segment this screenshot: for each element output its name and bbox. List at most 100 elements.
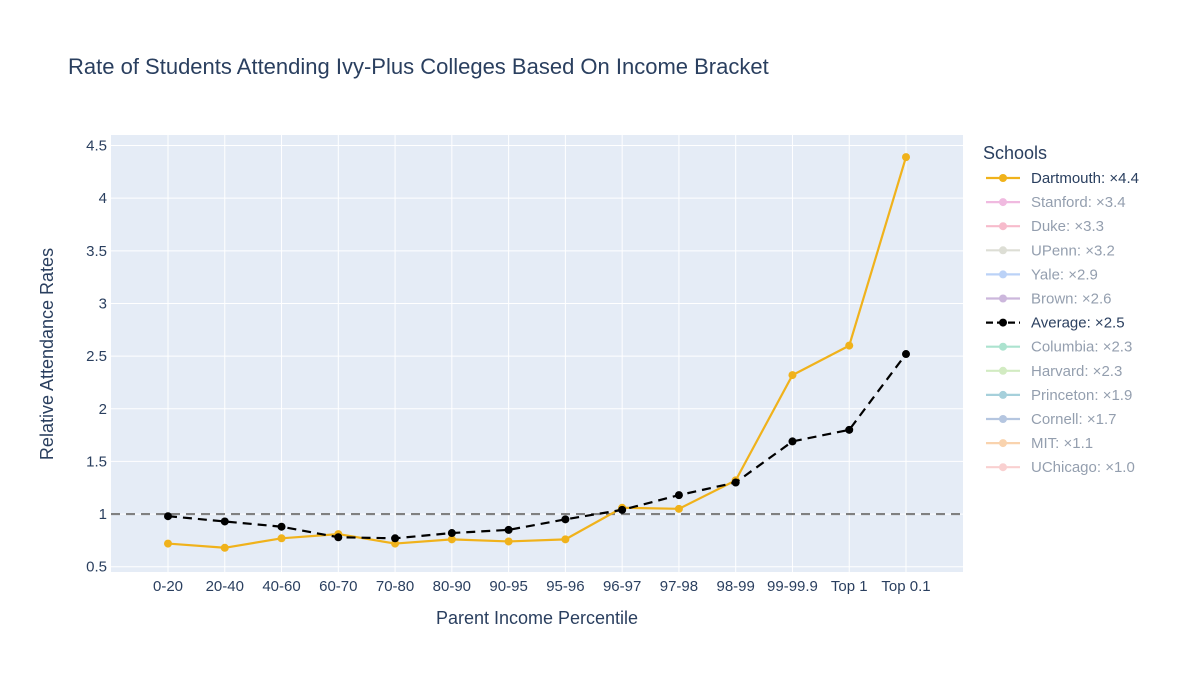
legend-swatch-marker	[999, 342, 1007, 351]
legend-item-upenn[interactable]: UPenn: ×3.2	[986, 242, 1115, 259]
legend-item-mit[interactable]: MIT: ×1.1	[986, 435, 1093, 452]
y-tick-label: 3.5	[86, 243, 107, 260]
data-point-dartmouth[interactable]	[164, 539, 172, 548]
x-axis-title: Parent Income Percentile	[436, 608, 638, 628]
legend-item-yale[interactable]: Yale: ×2.9	[986, 266, 1098, 283]
x-tick-label: 90-95	[489, 578, 527, 595]
y-tick-label: 4	[99, 190, 107, 207]
data-point-average[interactable]	[391, 534, 400, 543]
legend-swatch-marker	[999, 366, 1007, 375]
x-tick-label: 96-97	[603, 578, 641, 595]
legend-swatch-marker	[999, 294, 1007, 303]
x-tick-label: 80-90	[433, 578, 471, 595]
legend-swatch-marker	[999, 318, 1007, 327]
y-axis-ticks: 0.5 1 1.5 2 2.5 3 3.5 4 4.5	[86, 138, 107, 576]
legend-label: Princeton: ×1.9	[1031, 387, 1132, 404]
legend-item-duke[interactable]: Duke: ×3.3	[986, 218, 1104, 235]
x-tick-label: 95-96	[546, 578, 584, 595]
data-point-average[interactable]	[845, 425, 854, 434]
legend: Schools Dartmouth: ×4.4 Stanford: ×3.4 Duk…	[983, 143, 1139, 476]
data-point-average[interactable]	[504, 525, 513, 534]
legend-label: Stanford: ×3.4	[1031, 194, 1126, 211]
legend-label: Dartmouth: ×4.4	[1031, 170, 1139, 187]
y-tick-label: 2	[99, 401, 107, 418]
legend-swatch-marker	[999, 222, 1007, 231]
legend-item-uchicago[interactable]: UChicago: ×1.0	[986, 459, 1135, 476]
legend-item-princeton[interactable]: Princeton: ×1.9	[986, 387, 1132, 404]
data-point-dartmouth[interactable]	[277, 534, 286, 543]
x-tick-label: 60-70	[319, 578, 357, 595]
legend-swatch-marker	[999, 415, 1007, 423]
legend-swatch-marker	[999, 174, 1007, 182]
legend-label: Columbia: ×2.3	[1031, 339, 1132, 356]
series-line-dartmouth	[167, 156, 908, 549]
legend-swatch-marker	[999, 270, 1007, 279]
legend-label: Brown: ×2.6	[1031, 291, 1111, 308]
data-point-average[interactable]	[788, 437, 797, 446]
plot-area	[111, 135, 963, 572]
x-tick-label: 97-98	[660, 578, 698, 595]
y-tick-label: 1	[99, 506, 107, 523]
series-average	[164, 350, 910, 543]
data-point-average[interactable]	[618, 505, 627, 514]
data-point-average[interactable]	[561, 515, 570, 524]
series-group	[164, 153, 910, 552]
legend-swatch-marker	[999, 439, 1007, 448]
grid-lines	[111, 135, 963, 572]
legend-label: UChicago: ×1.0	[1031, 459, 1135, 476]
x-tick-label: 70-80	[376, 578, 414, 595]
data-point-dartmouth[interactable]	[561, 535, 570, 544]
legend-swatch-marker	[999, 390, 1007, 399]
y-tick-label: 4.5	[86, 138, 107, 155]
data-point-average[interactable]	[731, 478, 740, 487]
data-point-average[interactable]	[902, 350, 910, 359]
legend-item-cornell[interactable]: Cornell: ×1.7	[986, 411, 1116, 428]
y-tick-label: 1.5	[86, 453, 107, 470]
data-point-dartmouth[interactable]	[788, 371, 797, 380]
legend-item-harvard[interactable]: Harvard: ×2.3	[986, 363, 1122, 380]
legend-swatch-marker	[999, 246, 1007, 255]
x-tick-label: Top 0.1	[881, 578, 930, 595]
data-point-average[interactable]	[334, 533, 343, 542]
legend-label: Average: ×2.5	[1031, 315, 1125, 332]
x-tick-label: Top 1	[831, 578, 868, 595]
data-point-average[interactable]	[164, 512, 172, 521]
x-tick-label: 99-99.9	[767, 578, 818, 595]
legend-label: Harvard: ×2.3	[1031, 363, 1122, 380]
legend-item-brown[interactable]: Brown: ×2.6	[986, 291, 1111, 308]
data-point-average[interactable]	[220, 517, 229, 526]
data-point-dartmouth[interactable]	[902, 153, 910, 162]
data-point-average[interactable]	[277, 522, 286, 531]
legend-label: Duke: ×3.3	[1031, 218, 1104, 235]
x-tick-label: 20-40	[206, 578, 244, 595]
data-point-average[interactable]	[447, 529, 456, 538]
series-line-average	[167, 353, 907, 540]
legend-title: Schools	[983, 143, 1047, 163]
y-axis-title: Relative Attendance Rates	[37, 248, 57, 460]
legend-swatch-marker	[999, 198, 1007, 207]
x-tick-label: 98-99	[717, 578, 755, 595]
y-tick-label: 0.5	[86, 559, 107, 576]
x-axis-ticks: 0-20 20-40 40-60 60-70 70-80 80-90 90-95 95-96 9…	[153, 578, 931, 595]
legend-label: MIT: ×1.1	[1031, 435, 1093, 452]
legend-item-stanford[interactable]: Stanford: ×3.4	[986, 194, 1126, 211]
data-point-average[interactable]	[674, 491, 683, 500]
x-tick-label: 40-60	[262, 578, 300, 595]
x-tick-label: 0-20	[153, 578, 183, 595]
data-point-dartmouth[interactable]	[447, 535, 456, 544]
data-point-dartmouth[interactable]	[504, 537, 513, 546]
y-tick-label: 2.5	[86, 348, 107, 365]
legend-item-dartmouth[interactable]: Dartmouth: ×4.4	[986, 170, 1139, 187]
legend-swatch-marker	[999, 463, 1007, 472]
data-point-dartmouth[interactable]	[845, 341, 854, 350]
legend-label: Cornell: ×1.7	[1031, 411, 1116, 428]
legend-item-columbia[interactable]: Columbia: ×2.3	[986, 339, 1132, 356]
legend-label: UPenn: ×3.2	[1031, 242, 1115, 259]
legend-label: Yale: ×2.9	[1031, 266, 1098, 283]
data-point-dartmouth[interactable]	[220, 543, 229, 552]
y-tick-label: 3	[99, 295, 107, 312]
chart-title: Rate of Students Attending Ivy-Plus Coll…	[68, 54, 769, 79]
legend-item-average[interactable]: Average: ×2.5	[986, 315, 1125, 332]
data-point-dartmouth[interactable]	[674, 504, 683, 513]
